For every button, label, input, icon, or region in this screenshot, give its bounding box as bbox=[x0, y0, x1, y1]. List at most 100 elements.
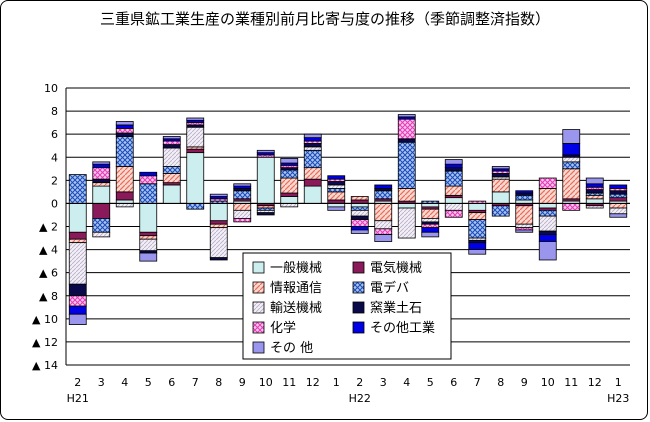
legend-label: 情報通信 bbox=[270, 281, 322, 296]
bar-segment bbox=[115, 132, 134, 137]
bar-segment bbox=[162, 184, 181, 204]
bar-segment bbox=[92, 167, 111, 180]
bar-segment bbox=[444, 209, 463, 218]
bar-segment bbox=[421, 223, 440, 229]
bar-segment bbox=[115, 191, 134, 201]
bar-segment bbox=[609, 197, 628, 202]
bar-segment bbox=[280, 169, 299, 179]
bar-segment bbox=[444, 163, 463, 169]
legend-label: 輸送機械 bbox=[270, 301, 322, 316]
bar-segment bbox=[538, 188, 557, 204]
bar-segment bbox=[374, 234, 393, 242]
bar-segment bbox=[538, 209, 557, 217]
bar-segment bbox=[468, 203, 487, 211]
legend-swatch bbox=[352, 301, 365, 314]
y-tick-label: ▲ 4 bbox=[39, 244, 58, 257]
y-tick-label: ▲ 2 bbox=[39, 221, 58, 234]
legend-swatch bbox=[352, 321, 365, 334]
bar-segment bbox=[515, 190, 534, 194]
bar-segment bbox=[397, 118, 416, 140]
bar-segment bbox=[444, 170, 463, 187]
bar-segment bbox=[562, 161, 581, 170]
bar-segment bbox=[303, 133, 322, 139]
bar-segment bbox=[397, 141, 416, 189]
bar-segment bbox=[209, 203, 228, 222]
legend-label: その 他 bbox=[270, 341, 313, 356]
y-tick-label: 2 bbox=[51, 174, 58, 187]
bar-segment bbox=[92, 161, 111, 165]
bar-segment bbox=[92, 218, 111, 233]
bar-segment bbox=[327, 206, 346, 211]
bar-segment bbox=[562, 142, 581, 156]
bar-segment bbox=[609, 213, 628, 218]
bar-segment bbox=[68, 203, 87, 233]
bar-segment bbox=[444, 203, 463, 211]
x-tick-label: 5 bbox=[145, 376, 152, 389]
legend-label: その他工業 bbox=[370, 320, 435, 336]
bar-segment bbox=[609, 207, 628, 215]
bar-segment bbox=[327, 184, 346, 189]
bar-segment bbox=[538, 215, 557, 232]
x-tick-label: 4 bbox=[121, 376, 128, 389]
bar-segment bbox=[562, 203, 581, 211]
bar-segment bbox=[303, 137, 322, 142]
bar-segment bbox=[397, 207, 416, 239]
bar-segment bbox=[374, 228, 393, 235]
chart-title: 三重県鉱工業生産の業種別前月比寄与度の推移（季節調整済指数） bbox=[99, 10, 550, 28]
bar-segment bbox=[562, 156, 581, 163]
x-tick-label: 4 bbox=[403, 376, 410, 389]
bar-segment bbox=[209, 220, 228, 225]
y-tick-label: ▲ 10 bbox=[32, 313, 58, 326]
bar-segment bbox=[92, 231, 111, 238]
bar-segment bbox=[491, 173, 510, 178]
bar-segment bbox=[280, 196, 299, 204]
legend-label: 窯業土石 bbox=[370, 300, 422, 316]
bar-segment bbox=[491, 191, 510, 204]
bar-segment bbox=[609, 190, 628, 195]
bar-segment bbox=[491, 178, 510, 193]
bar-segment bbox=[92, 163, 111, 169]
bar-segment bbox=[444, 185, 463, 196]
bar-segment bbox=[468, 212, 487, 220]
x-tick-label: 5 bbox=[427, 376, 434, 389]
bar-segment bbox=[515, 229, 534, 233]
bar-segment bbox=[350, 196, 369, 201]
bar-segment bbox=[68, 231, 87, 240]
bar-segment bbox=[350, 226, 369, 231]
y-tick-label: 6 bbox=[51, 128, 58, 141]
bar-segment bbox=[585, 194, 604, 200]
bar-segment bbox=[233, 190, 252, 200]
x-tick-label: 2 bbox=[74, 376, 81, 389]
bar-segment bbox=[515, 205, 534, 225]
x-tick-label: 2 bbox=[356, 376, 363, 389]
bar-segment bbox=[115, 121, 134, 126]
x-tick-label: 3 bbox=[98, 376, 105, 389]
x-tick-label: 6 bbox=[168, 376, 175, 389]
bar-segment bbox=[68, 174, 87, 204]
legend-swatch bbox=[252, 281, 265, 294]
x-tick-label: 7 bbox=[474, 376, 481, 389]
bar-segment bbox=[162, 144, 181, 149]
bar-segment bbox=[256, 149, 275, 154]
bar-segment bbox=[209, 257, 228, 261]
bar-segment bbox=[468, 249, 487, 255]
bar-segment bbox=[162, 136, 181, 140]
bar-segment bbox=[327, 188, 346, 193]
bar-segment bbox=[139, 175, 158, 185]
x-tick-label: 11 bbox=[282, 376, 296, 389]
bar-segment bbox=[280, 158, 299, 164]
bar-segment bbox=[186, 126, 205, 148]
bar-segment bbox=[538, 230, 557, 235]
bar-segment bbox=[68, 295, 87, 307]
year-label: H23 bbox=[607, 392, 629, 405]
bar-segment bbox=[585, 198, 604, 204]
bar-segment bbox=[139, 231, 158, 237]
bar-segment bbox=[233, 183, 252, 187]
legend-label: 化学 bbox=[270, 320, 296, 336]
bar-segment bbox=[444, 167, 463, 172]
y-tick-label: ▲ 14 bbox=[32, 359, 58, 372]
bar-segment bbox=[468, 219, 487, 239]
bar-segment bbox=[397, 203, 416, 209]
